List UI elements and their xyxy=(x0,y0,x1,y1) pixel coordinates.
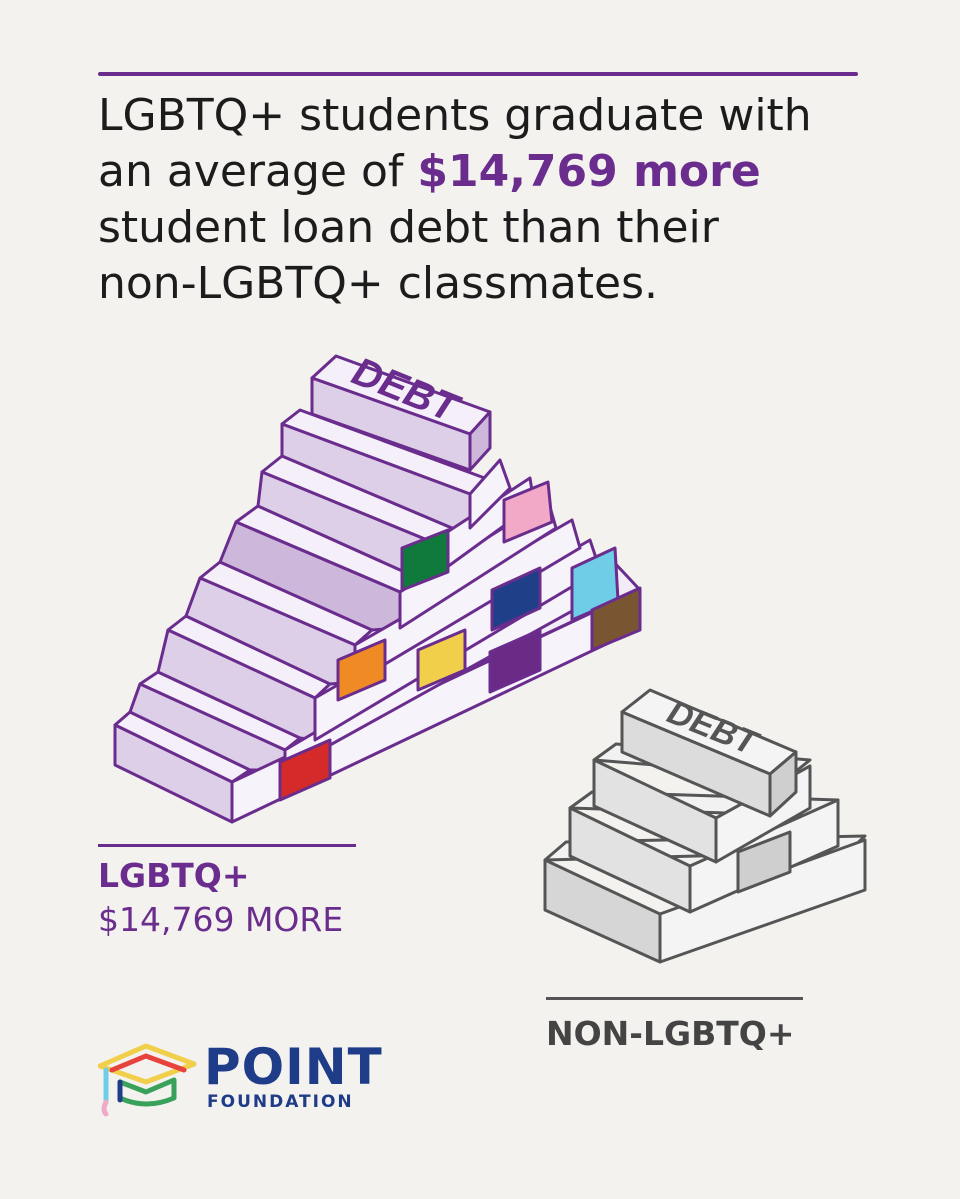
lgbtq-amount: $14,769 MORE xyxy=(98,900,344,939)
logo-subname: FOUNDATION xyxy=(207,1092,354,1112)
lgbtq-label-divider xyxy=(98,844,356,847)
lgbtq-debt-pyramid xyxy=(113,354,642,824)
point-foundation-logo: POINT FOUNDATION xyxy=(98,1038,418,1120)
lgbtq-label: LGBTQ+ xyxy=(98,856,250,895)
headline-line-2-prefix: an average of xyxy=(98,146,418,197)
non-lgbtq-debt-pyramid xyxy=(543,688,867,964)
headline-line-4: non-LGBTQ+ classmates. xyxy=(98,258,659,309)
graduation-cap-icon xyxy=(98,1043,197,1117)
headline-line-1: LGBTQ+ students graduate with xyxy=(98,90,812,141)
top-divider xyxy=(98,72,858,76)
non-lgbtq-label-divider xyxy=(546,997,803,1000)
headline-line-2: an average of $14,769 more xyxy=(98,144,898,200)
non-lgbtq-label: NON-LGBTQ+ xyxy=(546,1014,795,1053)
headline-highlight-amount: $14,769 more xyxy=(417,146,761,197)
logo-name: POINT xyxy=(204,1038,383,1096)
headline: LGBTQ+ students graduate with an average… xyxy=(98,88,898,312)
headline-line-3: student loan debt than their xyxy=(98,202,719,253)
